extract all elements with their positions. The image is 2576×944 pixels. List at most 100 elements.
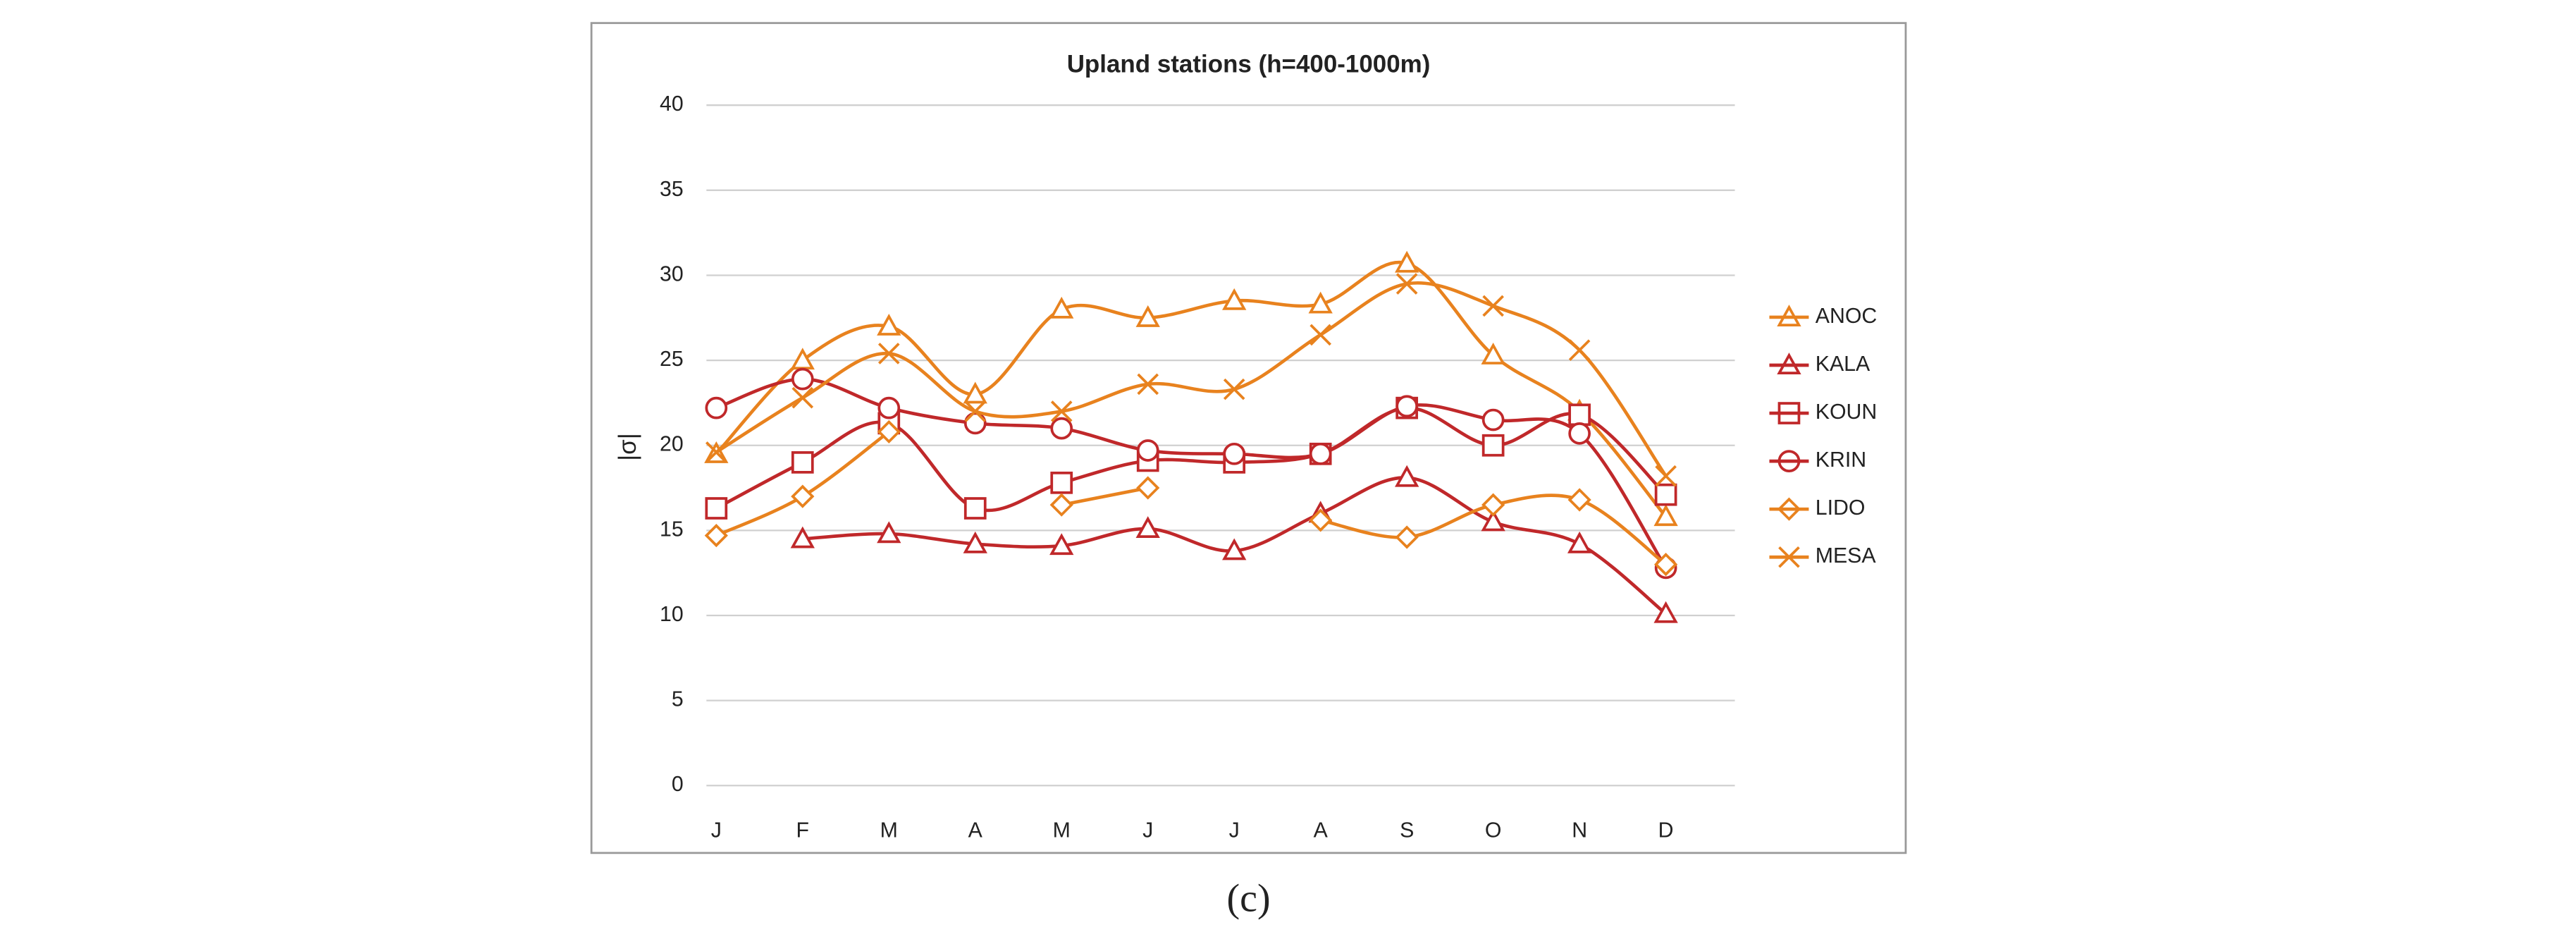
y-tick-label: 15 bbox=[660, 517, 684, 541]
x-tick-label: J bbox=[1229, 819, 1240, 842]
marker bbox=[1222, 538, 1247, 560]
marker bbox=[1050, 417, 1073, 440]
marker bbox=[1653, 504, 1678, 527]
marker bbox=[1777, 497, 1801, 521]
x-tick-label: J bbox=[1142, 819, 1153, 842]
y-tick-label: 10 bbox=[660, 603, 684, 626]
x-tick-label: F bbox=[796, 819, 810, 842]
y-tick-label: 0 bbox=[672, 773, 684, 796]
marker bbox=[704, 523, 728, 548]
marker bbox=[1135, 305, 1160, 327]
marker bbox=[1567, 488, 1591, 512]
marker bbox=[1568, 422, 1591, 445]
x-tick-label: S bbox=[1400, 819, 1414, 842]
marker bbox=[1568, 339, 1591, 361]
marker bbox=[1395, 273, 1418, 295]
x-tick-label: O bbox=[1485, 819, 1502, 842]
marker bbox=[1481, 408, 1505, 431]
marker bbox=[1777, 305, 1801, 326]
series-line bbox=[715, 281, 1668, 477]
marker bbox=[1568, 403, 1591, 427]
marker bbox=[963, 531, 987, 553]
marker bbox=[1777, 450, 1801, 472]
marker bbox=[1223, 442, 1246, 465]
marker bbox=[964, 400, 987, 422]
marker bbox=[1777, 353, 1801, 375]
marker bbox=[791, 386, 814, 409]
marker bbox=[1309, 442, 1332, 465]
x-tick-label: A bbox=[968, 819, 983, 842]
marker bbox=[877, 314, 901, 336]
marker bbox=[791, 484, 815, 508]
marker bbox=[705, 396, 728, 419]
marker bbox=[1135, 516, 1160, 539]
x-tick-label: M bbox=[1053, 819, 1071, 842]
y-tick-label: 40 bbox=[660, 92, 684, 116]
legend-label: KOUN bbox=[1816, 400, 1878, 424]
x-tick-label: D bbox=[1658, 819, 1674, 842]
legend-label: KALA bbox=[1816, 353, 1871, 376]
caption: (c) bbox=[1227, 877, 1271, 921]
marker bbox=[705, 441, 727, 463]
marker bbox=[790, 526, 815, 548]
y-tick-label: 30 bbox=[660, 262, 684, 286]
marker bbox=[1222, 288, 1247, 310]
marker bbox=[1136, 439, 1159, 462]
marker bbox=[1777, 402, 1801, 424]
marker bbox=[1137, 373, 1159, 396]
marker bbox=[1395, 250, 1419, 273]
marker bbox=[963, 381, 987, 404]
marker bbox=[1395, 525, 1419, 549]
marker bbox=[963, 412, 987, 435]
marker bbox=[877, 396, 901, 419]
marker bbox=[1481, 434, 1505, 457]
x-tick-label: N bbox=[1572, 819, 1587, 842]
y-tick-label: 25 bbox=[660, 348, 684, 371]
marker bbox=[1654, 552, 1678, 577]
marker bbox=[877, 521, 901, 544]
marker bbox=[705, 497, 728, 520]
y-axis-label: |σ| bbox=[614, 433, 641, 461]
marker bbox=[1050, 400, 1073, 422]
marker bbox=[1653, 601, 1678, 623]
x-tick-label: J bbox=[711, 819, 722, 842]
marker bbox=[1309, 324, 1332, 346]
marker bbox=[791, 367, 814, 391]
marker bbox=[1309, 508, 1333, 532]
marker bbox=[1049, 533, 1074, 556]
marker bbox=[1654, 483, 1677, 506]
chart-frame bbox=[590, 22, 1907, 854]
series-line bbox=[1061, 486, 1149, 507]
legend-label: KRIN bbox=[1816, 448, 1866, 472]
marker bbox=[1308, 291, 1333, 314]
marker bbox=[1567, 531, 1592, 553]
marker bbox=[1049, 296, 1074, 319]
marker bbox=[1050, 471, 1073, 494]
legend-label: ANOC bbox=[1816, 305, 1878, 328]
marker bbox=[1395, 395, 1419, 418]
marker bbox=[1482, 295, 1504, 317]
series bbox=[704, 419, 1678, 577]
chart-title: Upland stations (h=400-1000m) bbox=[1067, 51, 1431, 78]
marker bbox=[963, 497, 987, 520]
marker bbox=[1655, 465, 1677, 487]
marker bbox=[1481, 343, 1505, 364]
marker bbox=[1136, 476, 1160, 500]
x-tick-label: M bbox=[880, 819, 898, 842]
marker bbox=[1481, 509, 1505, 532]
y-tick-label: 5 bbox=[672, 688, 684, 711]
y-tick-label: 20 bbox=[660, 433, 684, 456]
marker bbox=[1395, 465, 1419, 487]
marker bbox=[1778, 546, 1800, 568]
marker bbox=[1223, 378, 1245, 400]
marker bbox=[877, 419, 901, 444]
marker bbox=[1049, 493, 1073, 517]
legend-label: MESA bbox=[1816, 544, 1877, 568]
y-tick-label: 35 bbox=[660, 178, 684, 201]
series bbox=[705, 273, 1677, 487]
series bbox=[705, 367, 1677, 580]
series-line bbox=[715, 260, 1668, 518]
x-tick-label: A bbox=[1314, 819, 1329, 842]
